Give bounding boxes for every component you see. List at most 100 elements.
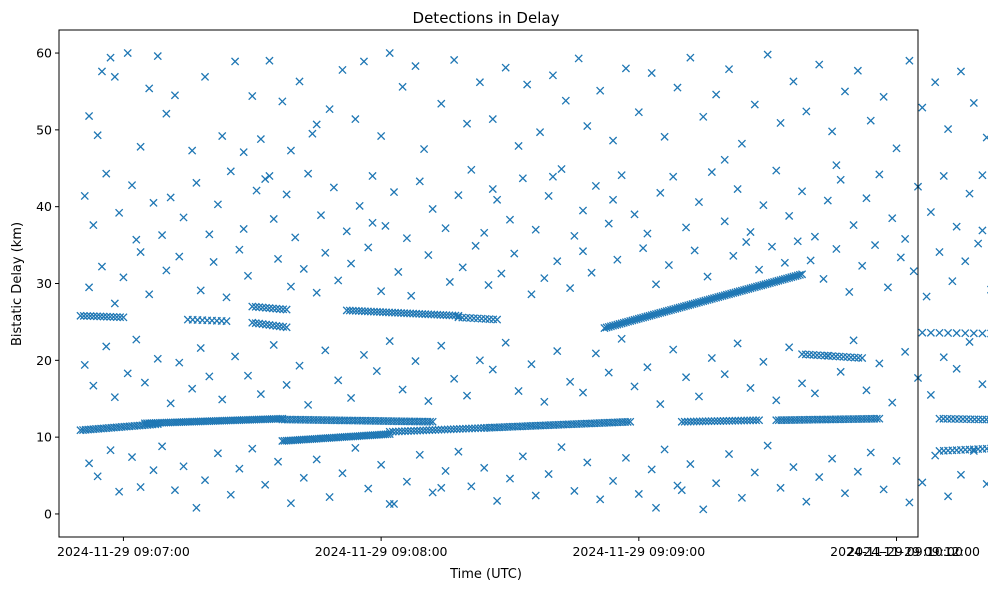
detection-marker <box>454 313 463 322</box>
detection-marker <box>162 266 171 275</box>
detection-marker <box>746 416 755 425</box>
detection-marker <box>901 347 910 356</box>
detection-marker <box>776 118 785 128</box>
detection-marker <box>439 310 448 320</box>
detection-marker <box>720 217 729 226</box>
chart-title: Detections in Delay <box>413 9 560 27</box>
detection-marker <box>677 486 686 495</box>
detection-marker <box>918 478 927 487</box>
detection-marker <box>422 426 431 435</box>
detection-marker <box>464 424 474 433</box>
detection-marker <box>99 312 108 321</box>
scatter-marks <box>76 48 988 514</box>
detection-marker <box>222 293 231 302</box>
x-tick-label: 2024-11-29 09:10:00 <box>830 544 963 559</box>
detection-marker <box>514 141 523 151</box>
detection-marker <box>828 127 837 136</box>
detection-marker <box>351 443 360 452</box>
detection-marker <box>634 489 643 499</box>
detection-marker <box>416 426 425 435</box>
detection-marker <box>755 416 764 425</box>
detection-marker <box>437 341 446 350</box>
detection-marker <box>763 50 772 59</box>
detection-marker <box>978 380 987 389</box>
detection-marker <box>411 357 420 366</box>
detection-marker <box>455 424 464 433</box>
detection-marker <box>591 181 600 191</box>
detection-marker <box>484 280 493 290</box>
detection-marker <box>481 314 490 323</box>
detection-marker <box>969 329 978 338</box>
detection-marker <box>828 454 837 463</box>
detection-marker <box>413 426 422 435</box>
detection-marker <box>952 329 961 338</box>
detection-marker <box>278 97 287 106</box>
detection-marker <box>840 489 850 498</box>
detection-marker <box>127 181 137 190</box>
detection-marker <box>462 313 471 322</box>
detection-marker <box>400 427 410 436</box>
detection-marker <box>366 307 375 316</box>
detection-marker <box>192 503 201 512</box>
detection-marker <box>282 380 291 389</box>
detection-marker <box>866 448 875 457</box>
detection-marker <box>473 314 482 323</box>
detection-marker <box>733 184 742 194</box>
detection-marker <box>299 264 308 273</box>
detection-marker <box>409 309 418 318</box>
detection-marker <box>832 161 841 170</box>
detection-marker <box>824 351 833 360</box>
detection-marker <box>540 274 549 283</box>
detection-marker <box>690 246 699 255</box>
detection-marker <box>425 426 434 435</box>
detection-marker <box>454 447 463 456</box>
detection-marker <box>548 71 557 80</box>
detection-marker <box>467 424 477 433</box>
detection-marker <box>801 350 810 359</box>
detection-marker <box>854 353 863 362</box>
detection-marker <box>136 247 145 257</box>
detection-marker <box>488 115 497 124</box>
detection-marker <box>226 167 235 176</box>
detection-marker <box>347 259 356 268</box>
detection-marker <box>106 446 115 455</box>
detection-marker <box>587 268 596 277</box>
detection-marker <box>448 311 457 320</box>
x-tick-label: 2024-11-29 09:07:00 <box>57 544 190 559</box>
detection-marker <box>136 142 145 151</box>
detection-marker <box>797 379 807 388</box>
detection-marker <box>377 287 386 296</box>
detection-marker <box>364 243 373 252</box>
detection-marker <box>115 487 124 496</box>
detection-marker <box>978 171 987 180</box>
detection-marker <box>488 365 497 374</box>
detection-marker <box>743 416 752 425</box>
detection-marker <box>531 225 540 234</box>
detection-marker <box>935 247 944 257</box>
detection-marker <box>922 292 931 301</box>
detection-marker <box>797 270 807 279</box>
detection-marker <box>892 144 901 153</box>
detection-marker <box>407 291 416 300</box>
detection-marker <box>835 352 844 361</box>
detection-marker <box>720 370 729 379</box>
detection-marker <box>480 228 489 237</box>
detection-marker <box>746 383 755 393</box>
detection-marker <box>750 100 759 109</box>
detection-marker <box>831 352 840 361</box>
detection-marker <box>402 234 411 243</box>
detection-marker <box>617 171 626 180</box>
detection-marker <box>846 353 855 362</box>
detection-marker <box>621 453 630 462</box>
detection-marker <box>110 393 119 402</box>
detection-marker <box>441 224 450 233</box>
detection-marker <box>931 78 940 87</box>
detection-marker <box>415 177 424 186</box>
detection-marker <box>123 48 132 58</box>
detection-marker <box>742 237 751 247</box>
detection-marker <box>458 263 467 272</box>
detection-marker <box>789 77 798 86</box>
detection-marker <box>596 86 605 95</box>
detection-marker <box>737 493 746 502</box>
detection-marker <box>213 449 222 458</box>
